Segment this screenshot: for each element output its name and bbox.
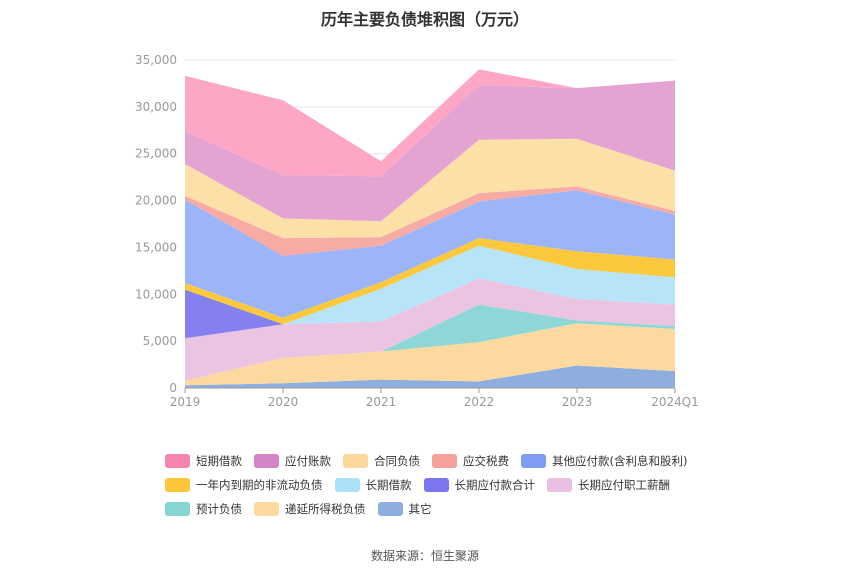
legend-swatch bbox=[521, 454, 546, 468]
x-tick-label: 2023 bbox=[562, 395, 593, 409]
area-series bbox=[185, 278, 675, 381]
legend-item[interactable]: 短期借款 bbox=[165, 453, 242, 469]
x-tick-label: 2022 bbox=[464, 395, 495, 409]
legend-swatch bbox=[377, 502, 403, 516]
legend: 短期借款 应付账款 合同负债 应交税费 其他应付款(含利息和股利) 一年内到期的非流动负债… bbox=[165, 449, 725, 521]
legend-item[interactable]: 合同负债 bbox=[343, 453, 420, 469]
legend-swatch bbox=[254, 454, 279, 468]
legend-label: 递延所得税负债 bbox=[285, 502, 366, 516]
x-tick-label: 2021 bbox=[366, 395, 397, 409]
data-source: 数据来源：恒生聚源 bbox=[370, 549, 479, 563]
area-series bbox=[185, 323, 675, 386]
legend-item[interactable]: 应付账款 bbox=[254, 453, 331, 469]
legend-label: 长期借款 bbox=[365, 478, 412, 492]
legend-swatch bbox=[165, 454, 190, 468]
legend-swatch bbox=[165, 502, 190, 516]
legend-swatch bbox=[165, 478, 190, 492]
legend-item[interactable]: 应交税费 bbox=[432, 453, 509, 469]
legend-item[interactable]: 其它 bbox=[377, 501, 432, 517]
y-tick-label: 35,000 bbox=[135, 53, 177, 67]
legend-row: 一年内到期的非流动负债 长期借款 长期应付款合计 长期应付职工薪酬 bbox=[165, 473, 725, 497]
area-series bbox=[185, 304, 675, 381]
legend-swatch bbox=[423, 478, 449, 492]
legend-swatch bbox=[343, 454, 368, 468]
legend-item[interactable]: 其他应付款(含利息和股利) bbox=[521, 453, 687, 469]
legend-label: 短期借款 bbox=[196, 454, 242, 468]
legend-item[interactable]: 一年内到期的非流动负债 bbox=[165, 477, 323, 493]
x-tick-label: 2024Q1 bbox=[651, 395, 699, 409]
legend-label: 其它 bbox=[408, 502, 432, 516]
y-tick-label: 25,000 bbox=[135, 147, 177, 161]
area-series bbox=[185, 190, 675, 318]
y-tick-label: 20,000 bbox=[135, 194, 177, 208]
area-series bbox=[185, 186, 675, 256]
legend-row: 预计负债 递延所得税负债 其它 bbox=[165, 497, 725, 521]
area-series bbox=[185, 80, 675, 222]
y-tick-label: 0 bbox=[169, 381, 177, 395]
legend-item[interactable]: 长期应付职工薪酬 bbox=[547, 477, 670, 493]
legend-item[interactable]: 递延所得税负债 bbox=[254, 501, 366, 517]
y-tick-label: 15,000 bbox=[135, 240, 177, 254]
y-tick-label: 30,000 bbox=[135, 100, 177, 114]
y-tick-label: 5,000 bbox=[143, 334, 177, 348]
legend-label: 应交税费 bbox=[463, 454, 509, 468]
legend-label: 长期应付款合计 bbox=[454, 478, 536, 492]
legend-item[interactable]: 长期应付款合计 bbox=[423, 477, 536, 493]
x-tick-label: 2020 bbox=[268, 395, 299, 409]
legend-label: 应付账款 bbox=[285, 454, 331, 468]
legend-swatch bbox=[547, 478, 572, 492]
legend-item[interactable]: 预计负债 bbox=[165, 501, 242, 517]
area-series bbox=[185, 238, 675, 325]
legend-label: 其他应付款(含利息和股利) bbox=[552, 454, 688, 468]
area-series bbox=[185, 245, 675, 325]
legend-swatch bbox=[254, 502, 279, 516]
legend-label: 长期应付职工薪酬 bbox=[578, 478, 670, 492]
chart-title: 历年主要负债堆积图（万元） bbox=[320, 10, 529, 29]
area-series bbox=[185, 138, 675, 239]
x-tick-label: 2019 bbox=[170, 395, 201, 409]
y-tick-label: 10,000 bbox=[135, 287, 177, 301]
area-series-layer bbox=[185, 69, 675, 388]
legend-label: 一年内到期的非流动负债 bbox=[196, 478, 323, 492]
legend-label: 合同负债 bbox=[374, 454, 420, 468]
legend-label: 预计负债 bbox=[196, 502, 242, 516]
legend-swatch bbox=[334, 478, 360, 492]
axes: 0 5,000 10,000 15,000 20,000 25,000 30,000 35,0… bbox=[135, 53, 699, 409]
stacked-area-chart: 0 5,000 10,000 15,000 20,000 25,000 30,000 35,0… bbox=[135, 53, 699, 409]
area-series bbox=[185, 365, 675, 388]
legend-swatch bbox=[432, 454, 457, 468]
legend-item[interactable]: 长期借款 bbox=[334, 477, 412, 493]
area-series bbox=[185, 69, 675, 177]
legend-row: 短期借款 应付账款 合同负债 应交税费 其他应付款(含利息和股利) bbox=[165, 449, 725, 473]
